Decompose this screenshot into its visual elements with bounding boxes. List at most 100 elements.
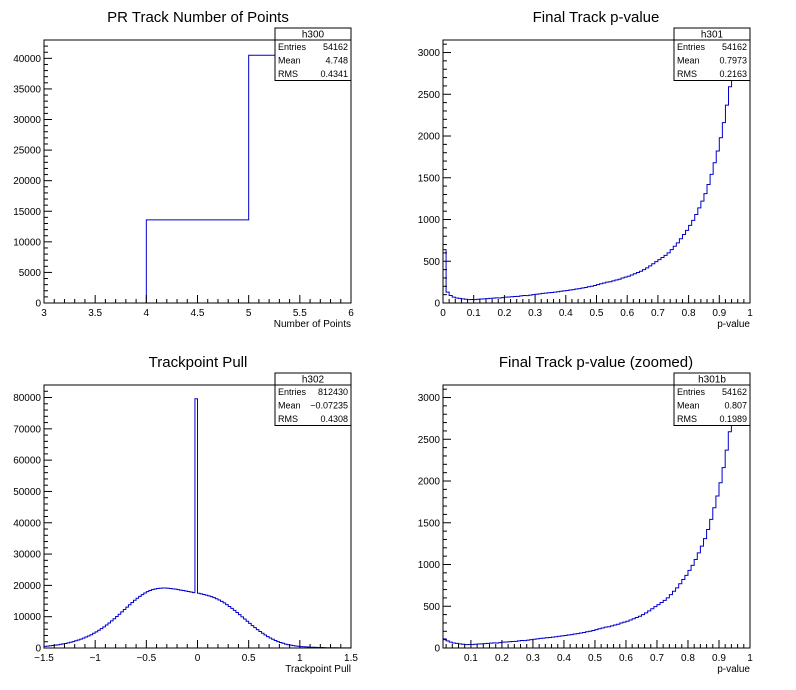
histogram-series (44, 54, 351, 303)
y-tick-label: 0 (434, 644, 440, 655)
stats-value: 4.748 (325, 56, 348, 66)
histogram-pad-2: Final Track p-value 0 0.1 0.2 0.3 0.4 0.5 0.6 0.… (418, 9, 753, 330)
y-tick-label: 15000 (13, 207, 41, 218)
y-tick-label: 3000 (418, 393, 441, 404)
x-tick-label: 4.5 (191, 308, 205, 319)
y-tick-label: 0 (35, 644, 41, 655)
y-tick-label: 0 (35, 299, 41, 310)
y-tick-label: 1000 (418, 560, 441, 571)
y-tick-label: 20000 (13, 581, 41, 592)
stats-value: 0.1989 (719, 414, 747, 424)
stats-key: Entries (677, 42, 706, 52)
y-tick-label: 80000 (13, 393, 41, 404)
x-axis-label: Trackpoint Pull (285, 664, 351, 675)
chart-title: Final Track p-value (533, 9, 660, 26)
stats-value: 0.7973 (719, 56, 747, 66)
y-tick-label: 1500 (418, 518, 441, 529)
y-tick-label: 1000 (418, 215, 441, 226)
y-tick-label: 0 (434, 299, 440, 310)
x-tick-label: 0.4 (559, 308, 573, 319)
stats-key: RMS (278, 414, 298, 424)
histogram-pad-1: PR Track Number of Points 3 3.5 4 4.5 5 5.5 6 0 5… (13, 9, 354, 330)
x-tick-label: 1 (747, 308, 753, 319)
x-tick-label: 0.5 (242, 653, 256, 664)
x-tick-label: 0.5 (590, 308, 604, 319)
stats-key: Entries (278, 387, 307, 397)
y-tick-label: 2500 (418, 435, 441, 446)
y-tick-label: 35000 (13, 84, 41, 95)
stats-key: Mean (677, 56, 700, 66)
stats-value: 0.2163 (719, 69, 747, 79)
y-tick-label: 1500 (418, 173, 441, 184)
y-tick-label: 40000 (13, 54, 41, 65)
x-axis-label: p-value (717, 664, 750, 675)
x-tick-label: 0.2 (497, 308, 511, 319)
y-tick-label: 500 (423, 257, 440, 268)
x-axis-label: p-value (717, 319, 750, 330)
y-tick-label: 25000 (13, 146, 41, 157)
x-tick-label: 0.3 (528, 308, 542, 319)
stats-key: Mean (278, 56, 301, 66)
x-tick-label: 1.5 (344, 653, 358, 664)
x-tick-label: 0.1 (467, 308, 481, 319)
chart-title: Trackpoint Pull (149, 354, 248, 371)
x-tick-label: 0.6 (620, 308, 634, 319)
y-tick-label: 20000 (13, 176, 41, 187)
x-tick-label: 0.8 (682, 308, 696, 319)
x-tick-label: 6 (348, 308, 354, 319)
stats-value: 54162 (722, 387, 747, 397)
stats-name: h300 (302, 30, 325, 41)
histogram-series (443, 52, 750, 303)
stats-value: 0.4341 (320, 69, 348, 79)
x-tick-label: 0 (195, 653, 201, 664)
stats-name: h302 (302, 375, 325, 386)
x-tick-label: 0.6 (619, 653, 633, 664)
stats-value: −0.07235 (310, 401, 348, 411)
x-tick-label: 4 (144, 308, 150, 319)
chart-title: PR Track Number of Points (107, 9, 289, 26)
x-tick-label: 0.7 (650, 653, 664, 664)
x-tick-label: 0.5 (588, 653, 602, 664)
stats-key: Mean (278, 401, 301, 411)
stats-value: 0.807 (724, 401, 747, 411)
y-tick-label: 30000 (13, 115, 41, 126)
histogram-series (44, 398, 351, 648)
x-tick-label: 1 (747, 653, 753, 664)
stats-key: RMS (278, 69, 298, 79)
stats-value: 54162 (323, 42, 348, 52)
x-tick-label: 5.5 (293, 308, 307, 319)
stats-key: Mean (677, 401, 700, 411)
stats-name: h301 (701, 30, 724, 41)
stats-key: Entries (677, 387, 706, 397)
x-tick-label: −0.5 (136, 653, 156, 664)
y-tick-label: 70000 (13, 424, 41, 435)
y-tick-label: 10000 (13, 612, 41, 623)
stats-key: RMS (677, 414, 697, 424)
x-tick-label: 0.4 (557, 653, 571, 664)
x-tick-label: 3.5 (88, 308, 102, 319)
x-tick-label: 0.7 (651, 308, 665, 319)
stats-name: h301b (698, 375, 726, 386)
stats-key: Entries (278, 42, 307, 52)
y-tick-label: 2000 (418, 477, 441, 488)
y-tick-label: 500 (423, 602, 440, 613)
x-axis-label: Number of Points (274, 319, 351, 330)
x-tick-label: 0.8 (681, 653, 695, 664)
histogram-series (443, 397, 750, 648)
stats-value: 0.4308 (320, 414, 348, 424)
x-tick-label: 0.9 (712, 308, 726, 319)
y-tick-label: 3000 (418, 48, 441, 59)
chart-title: Final Track p-value (zoomed) (499, 354, 693, 371)
x-tick-label: 3 (41, 308, 47, 319)
stats-key: RMS (677, 69, 697, 79)
histogram-pad-4: Final Track p-value (zoomed) 0.1 0.2 0.3 0.4… (418, 354, 753, 675)
x-tick-label: 0.3 (526, 653, 540, 664)
stats-value: 54162 (722, 42, 747, 52)
y-tick-label: 60000 (13, 456, 41, 467)
x-tick-label: 0 (440, 308, 446, 319)
